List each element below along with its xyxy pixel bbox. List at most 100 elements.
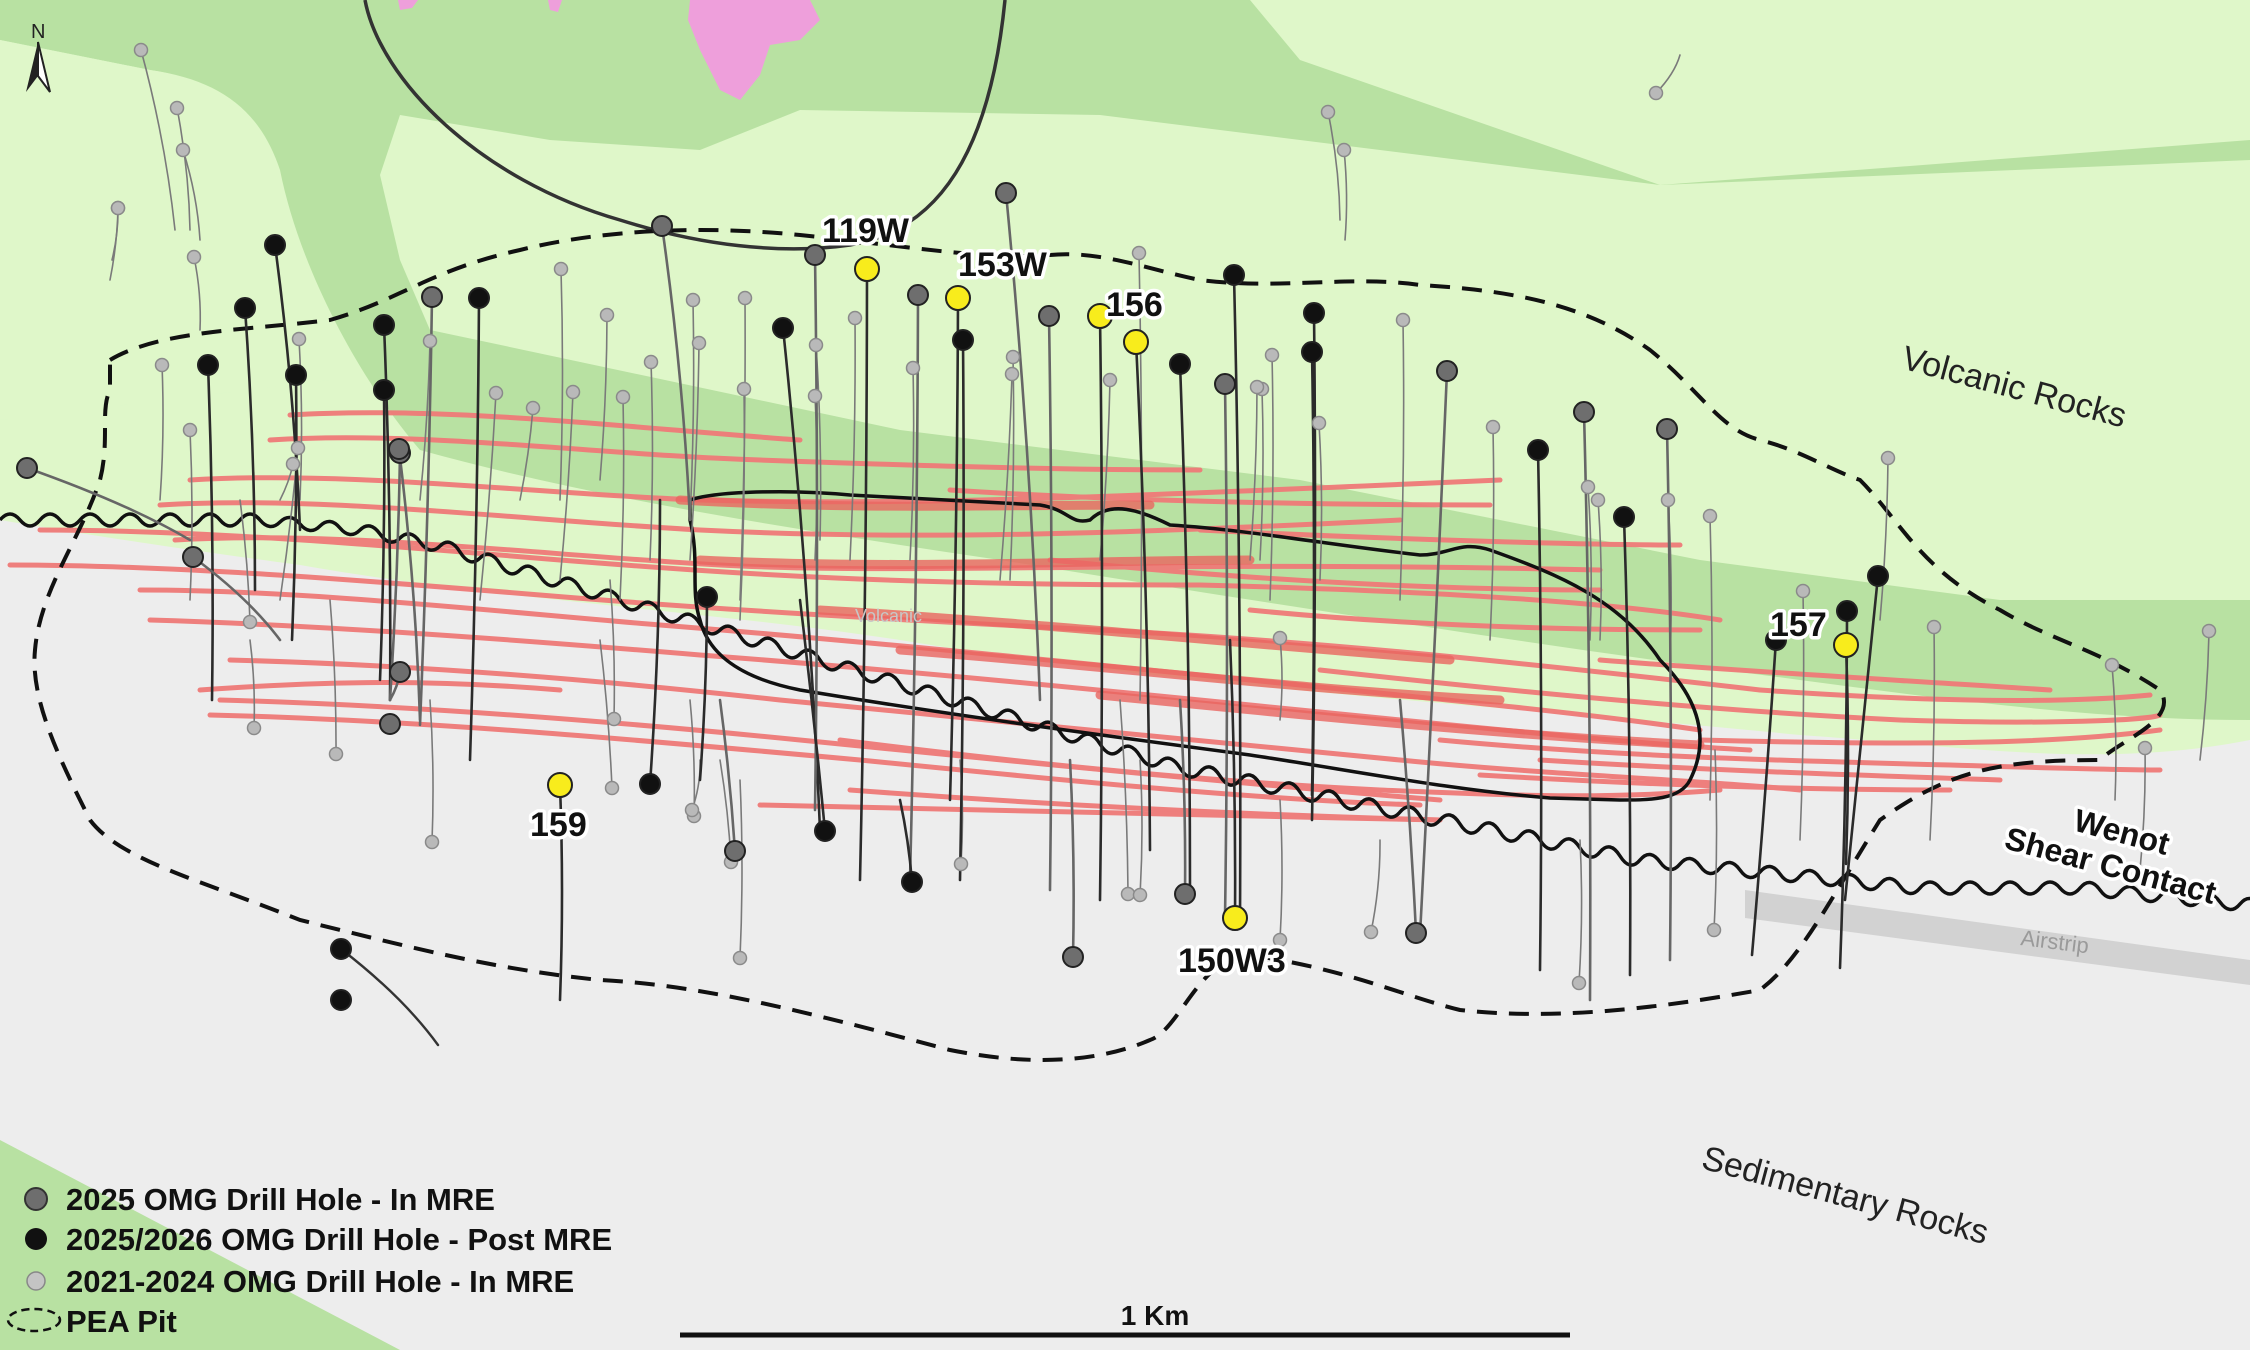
drill-collar-2021-2024 [1795,583,1811,599]
drill-trace [2139,747,2146,871]
drill-trace [689,299,695,521]
drill-collar-2021-2024 [182,422,198,438]
drill-collar-post-mre [1223,264,1245,286]
drill-collar-2025-in-mre [1062,946,1084,968]
drill-trace [1098,314,1104,902]
drill-trace [619,396,625,601]
legend-symbol-pea-pit [6,1307,62,1333]
drill-collar-highlight [945,285,971,311]
drill-trace [1068,758,1075,959]
drill-collar-2021-2024 [1249,379,1265,395]
drill-collar-2021-2024 [1004,366,1020,382]
drill-collar-2021-2024 [291,331,307,347]
legend-label-2025-in-mre: 2025 OMG Drill Hole - In MRE [66,1182,495,1217]
drill-trace [418,295,434,727]
drill-collar-2021-2024 [175,142,191,158]
drill-trace [1929,626,1936,841]
drill-trace [1223,382,1229,920]
drill-collar-2021-2024 [1880,450,1896,466]
drill-trace [249,639,256,729]
hole-label-157: 157 [1770,606,1827,644]
drill-collar-2025-in-mre [421,286,443,308]
drill-collar-2021-2024 [169,100,185,116]
drill-hole-traces [25,49,2210,1047]
drill-trace [1269,354,1274,601]
drill-collar-post-mre [696,586,718,608]
drill-trace [1178,698,1187,896]
drill-trace [1228,638,1237,920]
drill-trace [1578,839,1583,984]
drill-trace [1047,314,1053,892]
drill-trace [1398,698,1418,935]
drill-trace [1582,410,1592,1002]
volcanic-corner-bottom-left [0,1140,400,1350]
drill-trace [1399,319,1405,601]
drill-collar-2021-2024 [1311,415,1327,431]
drill-trace [519,407,534,501]
drill-trace [182,149,201,241]
drill-collar-2021-2024 [905,360,921,376]
drill-collar-2025-in-mre [388,438,410,460]
drill-collar-2021-2024 [1264,347,1280,363]
northern-pit-outline [363,0,1007,251]
intrusive-body-1 [688,0,820,100]
drill-trace [1009,356,1015,581]
drill-collar-2021-2024 [953,856,969,872]
drill-collar-2021-2024 [1706,922,1722,938]
drill-collar-2021-2024 [1660,492,1676,508]
drill-collar-post-mre [901,871,923,893]
legend-symbol-2021-2024 [26,1271,46,1291]
drill-trace [176,107,191,231]
drill-trace [1750,638,1778,957]
drill-trace [849,317,856,561]
drill-collar-2021-2024 [807,388,823,404]
drill-collar-2021-2024 [1363,924,1379,940]
drill-collar-2025-in-mre [1038,305,1060,327]
drill-collar-2021-2024 [2201,623,2217,639]
drill-collar-2025-in-mre [907,284,929,306]
drill-collar-post-mre [1303,302,1325,324]
drill-collar-2021-2024 [685,292,701,308]
drill-trace [1489,426,1495,641]
drill-trace [698,595,709,782]
drill-trace [2199,630,2210,761]
drill-collar-2021-2024 [691,335,707,351]
drill-trace [599,314,608,481]
inner-pit-outline [688,489,1702,802]
drill-collar-2021-2024 [133,42,149,58]
drill-trace [649,361,654,561]
drill-collar-2025-in-mre [995,182,1017,204]
drill-trace [1343,149,1348,241]
drill-trace [1370,839,1381,933]
drill-trace [1879,457,1889,621]
drill-collar-2021-2024 [808,337,824,353]
drill-trace [1587,486,1593,641]
drill-collar-2021-2024 [553,261,569,277]
drill-trace [191,555,282,642]
drill-collar-2021-2024 [1272,932,1288,948]
drill-collar-2021-2024 [732,950,748,966]
drill-collar-post-mre [234,297,256,319]
drill-trace [660,224,692,522]
mineralised-veins-thick [675,495,1705,750]
drill-collar-post-mre [330,989,352,1011]
drill-trace [1232,273,1242,922]
drill-trace [1119,699,1129,895]
drill-collar-2021-2024 [242,614,258,630]
drill-trace [909,367,915,561]
drill-collar-2021-2024 [186,249,202,265]
drill-collar-post-mre [639,773,661,795]
drill-collar-post-mre [285,364,307,386]
drill-collar-highlight [547,772,573,798]
drill-collar-2021-2024 [1102,372,1118,388]
drill-trace [858,267,869,882]
drill-trace [1843,574,1880,902]
drill-collar-post-mre [1301,341,1323,363]
drill-trace [599,639,613,789]
drill-trace [1713,749,1718,931]
drill-collar-post-mre [814,820,836,842]
drill-collar-2021-2024 [737,290,753,306]
drill-collar-2021-2024 [1485,419,1501,435]
drill-trace [1178,362,1192,892]
hole-label-159: 159 [530,806,587,844]
